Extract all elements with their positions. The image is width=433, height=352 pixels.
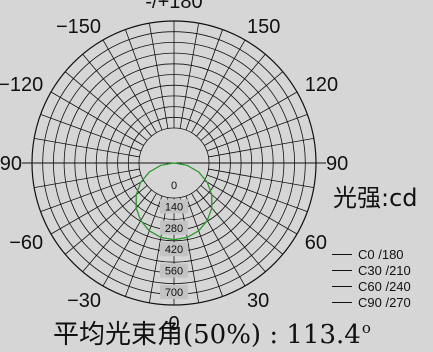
grid-spoke (191, 39, 246, 133)
legend-label: C0 /180 (358, 246, 404, 262)
grid-spoke (102, 193, 157, 287)
radial-tick-label: 420 (165, 244, 183, 256)
legend-item-c90: C90 /270 (332, 294, 411, 310)
angle-label: 60 (305, 232, 327, 254)
grid-spoke (34, 168, 140, 189)
angle-label: −120 (0, 74, 43, 96)
angle-label: 150 (247, 16, 280, 38)
grid-spoke (125, 29, 163, 131)
radial-tick-label: 280 (165, 223, 183, 235)
grid-spoke (200, 71, 284, 141)
grid-spoke (200, 185, 284, 255)
radial-tick-box (160, 199, 188, 214)
radial-tick-box (160, 220, 188, 235)
beam-angle-label: 平均光束角(50%) : (53, 320, 279, 350)
grid-spoke (196, 53, 266, 137)
grid-spoke (204, 180, 298, 235)
intensity-curve (135, 162, 213, 241)
grid-spoke (148, 197, 169, 303)
angle-label: −30 (67, 290, 101, 312)
grid-spoke (208, 168, 314, 189)
grid-spoke (179, 23, 200, 129)
angle-label: −90 (0, 153, 22, 175)
radial-tick-box (160, 242, 188, 257)
degree-sign: o (361, 319, 371, 338)
grid-spoke (125, 195, 163, 297)
grid-spoke (64, 71, 148, 141)
grid-spoke (34, 137, 140, 158)
grid-spoke (40, 174, 142, 212)
grid-spoke (204, 91, 298, 146)
legend-line-icon (332, 301, 352, 303)
legend-line-icon (332, 285, 352, 287)
intensity-curves (135, 162, 213, 241)
grid-spoke (82, 53, 152, 137)
grid-spoke (50, 180, 144, 235)
legend-item-c60: C60 /240 (332, 278, 411, 294)
grid-spoke (206, 174, 308, 212)
grid-spoke (102, 39, 157, 133)
grid-spoke (40, 114, 142, 152)
beam-angle-row: 平均光束角(50%) : 113.4o (53, 314, 371, 351)
radial-tick-label: 700 (165, 287, 183, 299)
legend-item-c0: C0 /180 (332, 246, 411, 262)
grid-spoke (64, 185, 148, 255)
radial-tick-box (160, 285, 188, 299)
legend-line-icon (332, 253, 352, 255)
radial-tick-label: 560 (165, 266, 183, 278)
legend-item-c30: C30 /210 (332, 262, 411, 278)
angle-label: -/+180 (145, 0, 202, 13)
unit-label: 光强:cd (333, 184, 418, 212)
grid-spoke (206, 114, 308, 152)
beam-angle-value: 113.4 (286, 320, 361, 350)
grid-spoke (185, 195, 223, 297)
legend: C0 /180 C30 /210 C60 /240 C90 /270 (332, 246, 411, 310)
grid-spoke (50, 91, 144, 146)
grid-spoke (82, 189, 152, 273)
angle-label: −60 (9, 232, 43, 254)
radial-tick-box (160, 263, 188, 278)
angle-label: 0 (168, 313, 179, 335)
grid-spoke (191, 193, 246, 287)
legend-line-icon (332, 269, 352, 271)
angle-labels: -/+180 −150 150 −120 120 −90 90 −60 60 −30 30 0 (0, 0, 348, 335)
radial-tick-label: 140 (165, 201, 183, 213)
legend-label: C30 /210 (358, 262, 411, 278)
grid-spoke (148, 23, 169, 129)
grid-spoke (179, 197, 200, 303)
legend-label: C60 /240 (358, 278, 411, 294)
grid-spoke (185, 29, 223, 131)
radial-tick-labels: 0 140 280 420 560 700 (165, 180, 183, 299)
angle-label: 30 (247, 290, 269, 312)
grid-spoke (208, 137, 314, 158)
grid-spoke (196, 189, 266, 273)
radial-tick-boxes (160, 199, 188, 299)
angle-label: −150 (56, 16, 101, 38)
legend-label: C90 /270 (358, 294, 411, 310)
angle-label: 90 (326, 153, 348, 175)
radial-tick-label: 0 (171, 180, 177, 192)
angle-label: 120 (305, 74, 338, 96)
